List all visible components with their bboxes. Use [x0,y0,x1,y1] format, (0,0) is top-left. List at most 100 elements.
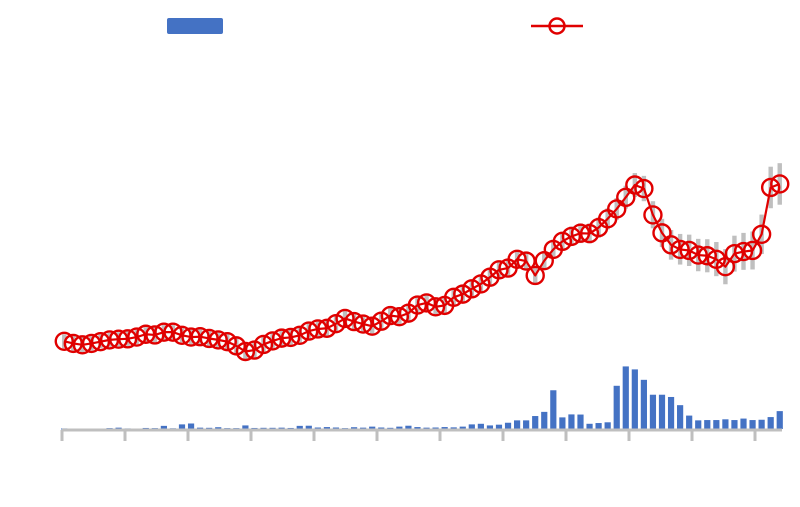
close-price-marker [81,333,102,354]
volume-bar [160,425,167,429]
close-price-marker [163,322,183,342]
volume-bar [541,411,548,429]
close-price-marker [253,334,274,355]
volume-bar [459,426,466,429]
volume-bar [296,425,303,429]
close-price-marker [625,175,645,195]
close-price-marker [90,331,111,352]
close-price-marker [733,241,754,262]
close-price-marker [760,177,781,198]
volume-bar [414,427,421,429]
close-price-marker [561,226,582,247]
volume-bar [513,420,521,429]
volume-bar [187,423,195,429]
volume-bar [713,420,720,429]
close-price-marker [634,178,654,199]
volume-bar [595,423,602,429]
close-price-marker [525,265,545,286]
close-price-marker [317,318,337,338]
legend-swatch-volume[interactable] [167,18,223,34]
volume-bar [242,425,249,429]
volume-bar [350,427,358,429]
volume-bar [577,414,584,429]
close-price-marker [181,327,201,347]
close-price-marker [661,235,681,255]
volume-bar [532,416,539,429]
volume-bar [677,405,684,429]
close-price-marker [652,223,672,243]
volume-bar [260,427,267,430]
close-price-marker [262,331,283,351]
close-price-marker [670,239,690,260]
volume-bar [441,427,448,429]
volume-bar [314,427,321,429]
volume-bar [332,427,340,429]
price-range-bars [62,163,782,360]
close-price-marker [117,329,138,349]
close-price-marker [770,174,790,194]
close-price-marker [679,240,699,261]
volume-bar [695,420,702,429]
close-price-marker [280,327,301,348]
volume-bar [206,427,213,430]
volume-bar [640,379,647,429]
close-price-marker [688,245,708,265]
volume-bar [378,427,385,429]
close-price-marker [362,316,382,336]
close-price-marker [724,243,745,264]
close-price-marker [199,328,219,349]
close-price-marker [308,319,328,339]
volume-bar [613,385,620,429]
x-axis-ticks [60,430,757,441]
volume-bar [658,394,666,429]
chart-legend [167,17,583,35]
volume-bar [197,427,204,429]
close-price-marker [72,335,93,355]
close-price-marker [172,325,192,346]
volume-bar [504,422,512,429]
close-price-marker [299,321,319,341]
volume-bar [423,427,430,429]
close-price-marker [742,240,763,261]
volume-bar [667,396,675,429]
close-price-marker [425,297,446,317]
volume-bar [523,420,530,429]
volume-bar [396,426,403,429]
volume-bar [477,423,484,429]
volume-bar [115,427,122,429]
close-price-marker [407,295,428,315]
volume-bars [61,366,783,430]
volume-bar [486,425,494,429]
close-price-marker [570,223,591,243]
close-price-marker [290,325,310,346]
volume-bar [432,427,439,429]
volume-bar [269,427,276,430]
volume-bar [468,424,475,429]
close-price-marker [154,322,174,342]
x-axis [60,428,782,441]
close-price-marker [208,330,228,350]
close-price-marker [715,256,736,277]
volume-bar [731,420,738,429]
volume-bar [776,411,783,429]
volume-bar [704,420,711,429]
volume-bar [387,427,394,430]
close-price-marker [507,249,527,269]
close-price-marker [344,311,364,332]
close-price-marker [136,324,156,344]
volume-bar [586,423,593,429]
volume-bar [649,394,657,429]
close-price-marker [462,279,482,299]
close-price-marker [380,305,400,326]
volume-bar [278,427,285,429]
close-price-marker [552,231,573,252]
volume-bar [740,418,747,429]
volume-bar [758,419,765,429]
legend-marker-price[interactable] [531,17,583,35]
close-price-marker [353,314,373,334]
close-price-marker [444,287,464,307]
volume-bar [604,422,611,429]
volume-bar [686,415,693,429]
volume-bar [767,417,774,429]
volume-bar [631,369,638,429]
